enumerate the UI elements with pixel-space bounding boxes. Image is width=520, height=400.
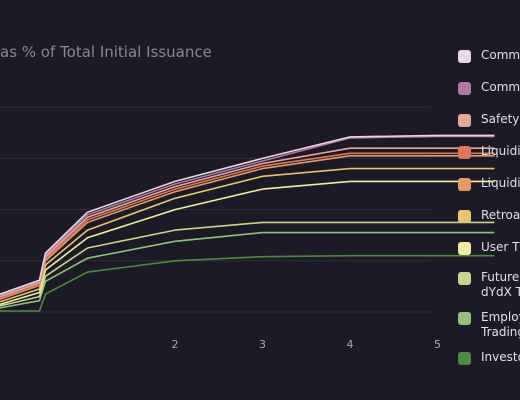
- legend-swatch: [458, 178, 471, 191]
- legend-swatch: [458, 146, 471, 159]
- legend-item[interactable]: Liquidi: [458, 144, 520, 159]
- legend-swatch: [458, 210, 471, 223]
- x-tick-label: 4: [347, 338, 354, 351]
- series-line: [0, 134, 495, 295]
- legend-swatch: [458, 114, 471, 127]
- legend-label: Safety: [481, 112, 520, 126]
- legend-swatch: [458, 50, 471, 63]
- legend-swatch: [458, 242, 471, 255]
- series-line: [0, 167, 495, 303]
- x-axis-ticks: 2 3 4 5: [172, 338, 442, 351]
- chart-title: as % of Total Initial Issuance: [0, 43, 212, 61]
- legend-label: Employ Trading: [481, 310, 520, 339]
- x-tick-label: 3: [259, 338, 266, 351]
- legend-item[interactable]: Future dYdX T: [458, 270, 520, 300]
- legend-item[interactable]: Liquidi: [458, 176, 520, 191]
- legend-item[interactable]: Investo: [458, 350, 520, 365]
- x-tick-label: 2: [172, 338, 179, 351]
- legend-item[interactable]: User T: [458, 240, 520, 255]
- series-line: [0, 135, 495, 296]
- legend-item[interactable]: Safety: [458, 112, 520, 127]
- legend-swatch: [458, 352, 471, 365]
- series-line: [0, 180, 495, 306]
- legend-item[interactable]: Comm: [458, 48, 520, 63]
- legend-item[interactable]: Employ Trading: [458, 310, 520, 340]
- legend-label: Future dYdX T: [481, 270, 520, 299]
- x-tick-label: 5: [434, 338, 441, 351]
- legend-swatch: [458, 272, 471, 285]
- legend-item[interactable]: Retroa: [458, 208, 520, 223]
- legend-swatch: [458, 82, 471, 95]
- series-line: [0, 231, 495, 309]
- legend-label: Investo: [481, 350, 520, 364]
- series-line: [0, 254, 495, 312]
- legend-label: User T: [481, 240, 520, 254]
- legend-label: Retroa: [481, 208, 520, 222]
- legend-label: Liquidi: [481, 144, 520, 158]
- legend-label: Comm: [481, 80, 520, 94]
- legend-label: Liquidi: [481, 176, 520, 190]
- legend-swatch: [458, 312, 471, 325]
- legend-item[interactable]: Comm: [458, 80, 520, 95]
- series-line: [0, 221, 495, 307]
- grid: [0, 106, 430, 313]
- legend-label: Comm: [481, 48, 520, 62]
- series-lines: [0, 134, 495, 312]
